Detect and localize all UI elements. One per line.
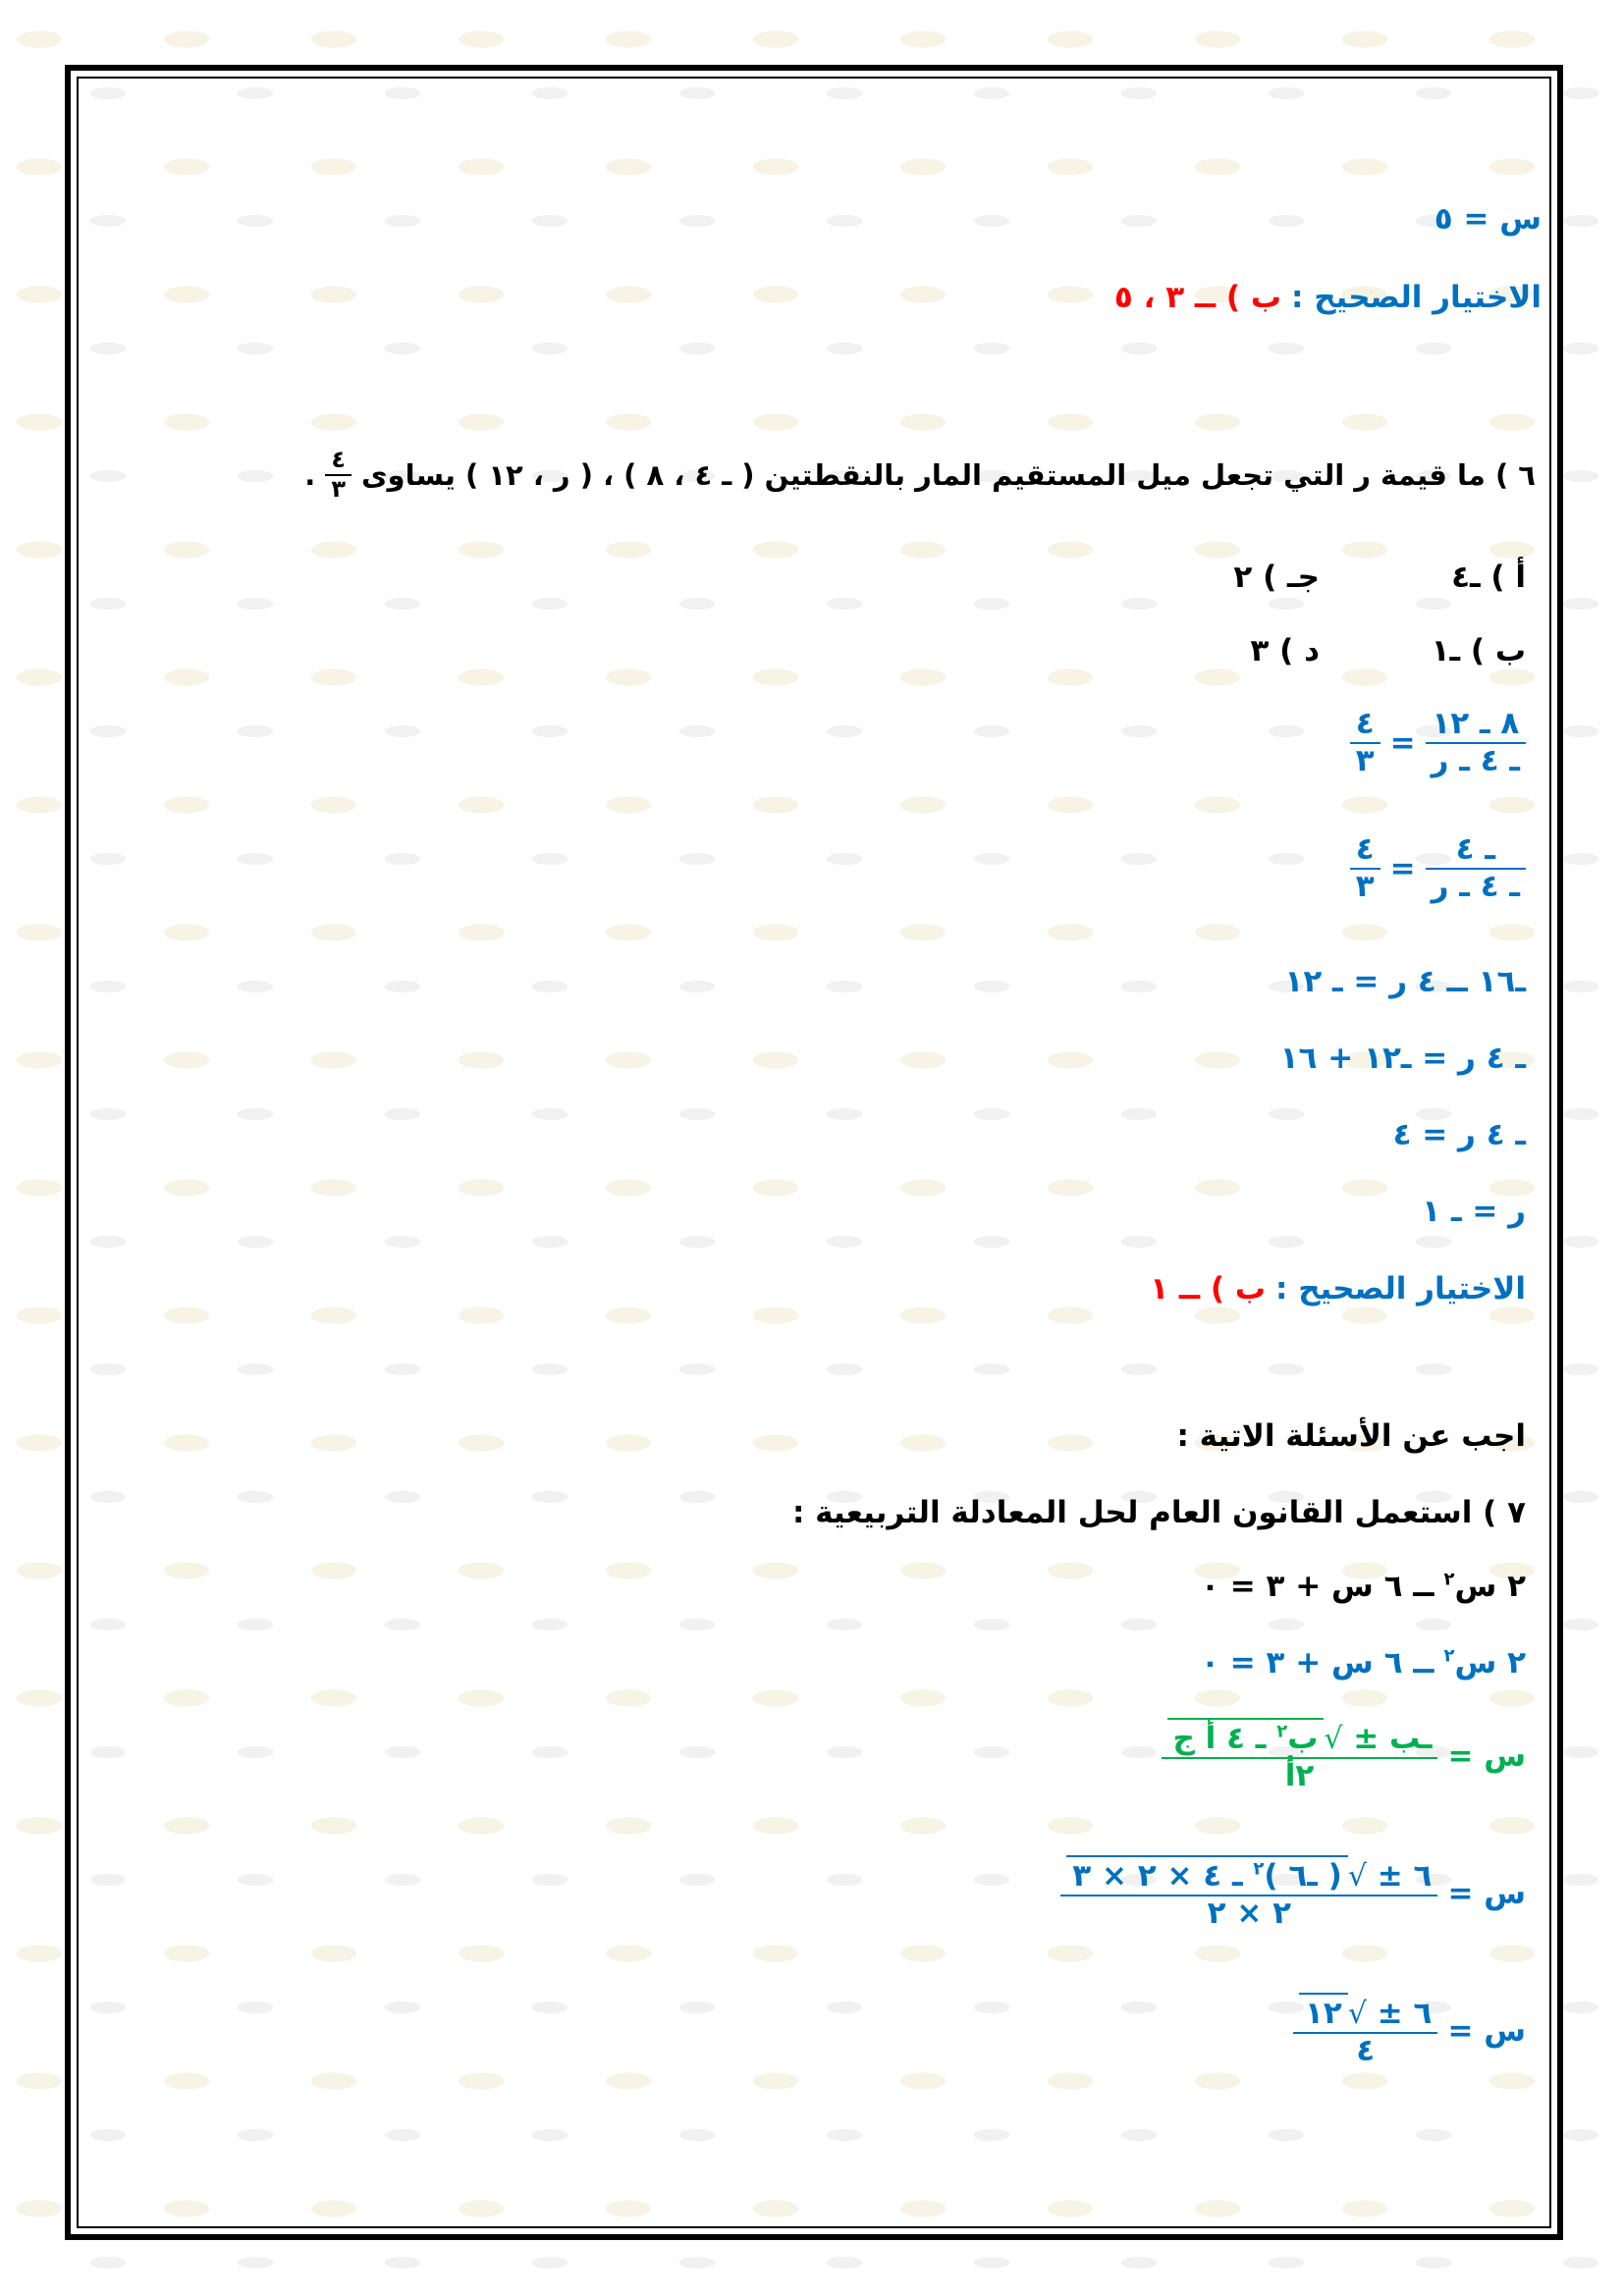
- fraction-numerator: ٦ ± √( ـ٦ )٢ ـ ٤ × ٢ × ٣: [1060, 1855, 1437, 1895]
- page-border-outer: [65, 65, 1563, 2240]
- fraction-denominator: ٢ × ٢: [1207, 1895, 1292, 1931]
- formula-lhs: س =: [1447, 2012, 1526, 2049]
- radical-sign-icon: √: [1347, 1859, 1367, 1895]
- slope-fraction: ٨ ـ ١٢ ـ ٤ ـ ر: [1425, 706, 1526, 778]
- fraction-numerator: ٤: [1355, 831, 1375, 867]
- quadratic-formula: س = ـب ± √ ب٢ ـ ٤ أ ج ٢أ: [1161, 1718, 1526, 1793]
- fraction-bar: [1161, 1756, 1438, 1759]
- radicand-rest: ـ ٤ × ٢ × ٣: [1072, 1858, 1243, 1894]
- formula-fraction: ٦ ± √( ـ٦ )٢ ـ ٤ × ٢ × ٣ ٢ × ٢: [1060, 1855, 1438, 1931]
- fraction-bar: [1349, 741, 1380, 744]
- option-b: ب ) ـ١: [1431, 633, 1526, 668]
- answer-value: ب ) ــ ١: [1150, 1271, 1267, 1307]
- fraction-bar: [1425, 741, 1526, 744]
- x-result: س = ٥: [1434, 201, 1542, 237]
- fraction-numerator: ـب ± √ ب٢ ـ ٤ أ ج: [1162, 1718, 1438, 1757]
- q6-period: .: [304, 457, 316, 492]
- fraction-numerator: ٨ ـ ١٢: [1432, 706, 1520, 741]
- page-border-inner: [77, 77, 1551, 2228]
- eq-exponent: ٢: [1443, 1645, 1455, 1667]
- answer-label: الاختيار الصحيح :: [1275, 1271, 1526, 1307]
- formula-fraction: ـب ± √ ب٢ ـ ٤ أ ج ٢أ: [1161, 1718, 1438, 1793]
- q6-question-text: ٦ ) ما قيمة ر التي تجعل ميل المستقيم الم…: [360, 457, 1536, 492]
- option-c: جـ ) ٢: [1233, 560, 1320, 595]
- rhs-fraction: ٤ ٣: [1349, 831, 1380, 904]
- eq-rest: ــ ٦ س + ٣ = ٠: [1201, 1645, 1435, 1681]
- radical-sign-icon: √: [1324, 1722, 1343, 1757]
- fraction-denominator: ٣: [1355, 868, 1375, 904]
- fraction-numerator: ـ ٤: [1455, 831, 1495, 867]
- numerator-prefix: ٦ ±: [1377, 1858, 1433, 1895]
- fraction-denominator: ـ ٤ ـ ر: [1431, 868, 1520, 904]
- option-d: د ) ٣: [1250, 633, 1320, 668]
- radicand-exponent: ٢: [1276, 1721, 1288, 1742]
- eq-term: ٢ س: [1454, 1645, 1527, 1681]
- radical-sign-icon: √: [1347, 1997, 1367, 2032]
- eq-term: ٢ س: [1454, 1569, 1527, 1604]
- option-a: أ ) ـ٤: [1451, 560, 1526, 595]
- eq-rest: ــ ٦ س + ٣ = ٠: [1201, 1569, 1435, 1604]
- fraction-denominator: ٤: [1356, 2032, 1376, 2068]
- step-5: ـ ٤ ر = ٤: [1392, 1117, 1526, 1152]
- eq-exponent: ٢: [1443, 1569, 1455, 1590]
- answer-label: الاختيار الصحيح :: [1291, 280, 1542, 315]
- q6-answer: الاختيار الصحيح : ب ) ــ ١: [1150, 1271, 1526, 1307]
- q6-question: ٦ ) ما قيمة ر التي تجعل ميل المستقيم الم…: [304, 446, 1536, 503]
- square-root: √ ١٢: [1298, 1993, 1367, 2032]
- formula-lhs: س =: [1447, 1875, 1526, 1911]
- fraction-denominator: ٢أ: [1284, 1757, 1315, 1793]
- q7-question: ٧ ) استعمل القانون العام لحل المعادلة ال…: [791, 1495, 1526, 1530]
- formula-lhs: س =: [1447, 1737, 1526, 1774]
- slope-fraction: ـ ٤ ـ ٤ ـ ر: [1425, 831, 1526, 904]
- step-6: ر = ـ ١: [1422, 1194, 1526, 1229]
- fraction-numerator: ٦ ± √ ١٢: [1293, 1993, 1437, 2032]
- fraction-numerator: ٤: [331, 446, 346, 473]
- fraction-denominator: ـ ٤ ـ ر: [1431, 742, 1520, 778]
- radicand: ١٢: [1298, 1993, 1348, 2032]
- fraction-bar: [1425, 867, 1526, 870]
- step-3: ـ١٦ ــ ٤ ر = ـ ١٢: [1284, 964, 1526, 999]
- square-root: √ ب٢ ـ ٤ أ ج: [1166, 1718, 1343, 1757]
- fraction-denominator: ٣: [331, 474, 346, 503]
- numerator-prefix: ٦ ±: [1377, 1996, 1433, 2032]
- step-1: ٨ ـ ١٢ ـ ٤ ـ ر = ٤ ٣: [1349, 706, 1526, 778]
- step-2: ـ ٤ ـ ٤ ـ ر = ٤ ٣: [1349, 831, 1526, 904]
- numerator-prefix: ـب ±: [1353, 1721, 1433, 1757]
- radicand-term: ب: [1287, 1721, 1319, 1756]
- q5-answer: الاختيار الصحيح : ب ) ــ ٣ ، ٥: [1114, 280, 1542, 315]
- answer-value: ب ) ــ ٣ ، ٥: [1113, 280, 1282, 315]
- radicand-term: ( ـ٦ ): [1264, 1858, 1342, 1894]
- radicand-rest: ـ ٤ أ ج: [1172, 1721, 1267, 1756]
- formula-substitution: س = ٦ ± √( ـ٦ )٢ ـ ٤ × ٢ × ٣ ٢ × ٢: [1060, 1855, 1526, 1931]
- equals-sign: =: [1389, 850, 1416, 886]
- fraction-bar: [1349, 867, 1380, 870]
- fraction-numerator: ٤: [1355, 706, 1375, 741]
- square-root: √( ـ٦ )٢ ـ ٤ × ٢ × ٣: [1066, 1855, 1367, 1895]
- equals-sign: =: [1389, 724, 1416, 761]
- q6-options-row-1: أ ) ـ٤ جـ ) ٢: [1233, 560, 1526, 595]
- step-4: ـ ٤ ر = ـ١٢ + ١٦: [1279, 1041, 1526, 1076]
- rhs-fraction: ٤ ٣: [1349, 706, 1380, 778]
- q6-options-row-2: ب ) ـ١ د ) ٣: [1250, 633, 1526, 668]
- fraction-bar: [325, 473, 352, 476]
- fraction-denominator: ٣: [1355, 742, 1375, 778]
- radicand-exponent: ٢: [1253, 1858, 1265, 1880]
- fraction-bar: [1292, 2031, 1438, 2034]
- formula-fraction: ٦ ± √ ١٢ ٤: [1292, 1993, 1438, 2068]
- q7-equation-solution: ٢ س٢ ــ ٦ س + ٣ = ٠: [1201, 1645, 1526, 1681]
- q6-slope-fraction: ٤ ٣: [325, 446, 352, 503]
- q7-equation: ٢ س٢ ــ ٦ س + ٣ = ٠: [1201, 1569, 1526, 1604]
- section-heading: اجب عن الأسئلة الاتية :: [1176, 1418, 1526, 1454]
- fraction-bar: [1060, 1894, 1438, 1896]
- formula-simplified: س = ٦ ± √ ١٢ ٤: [1292, 1993, 1526, 2068]
